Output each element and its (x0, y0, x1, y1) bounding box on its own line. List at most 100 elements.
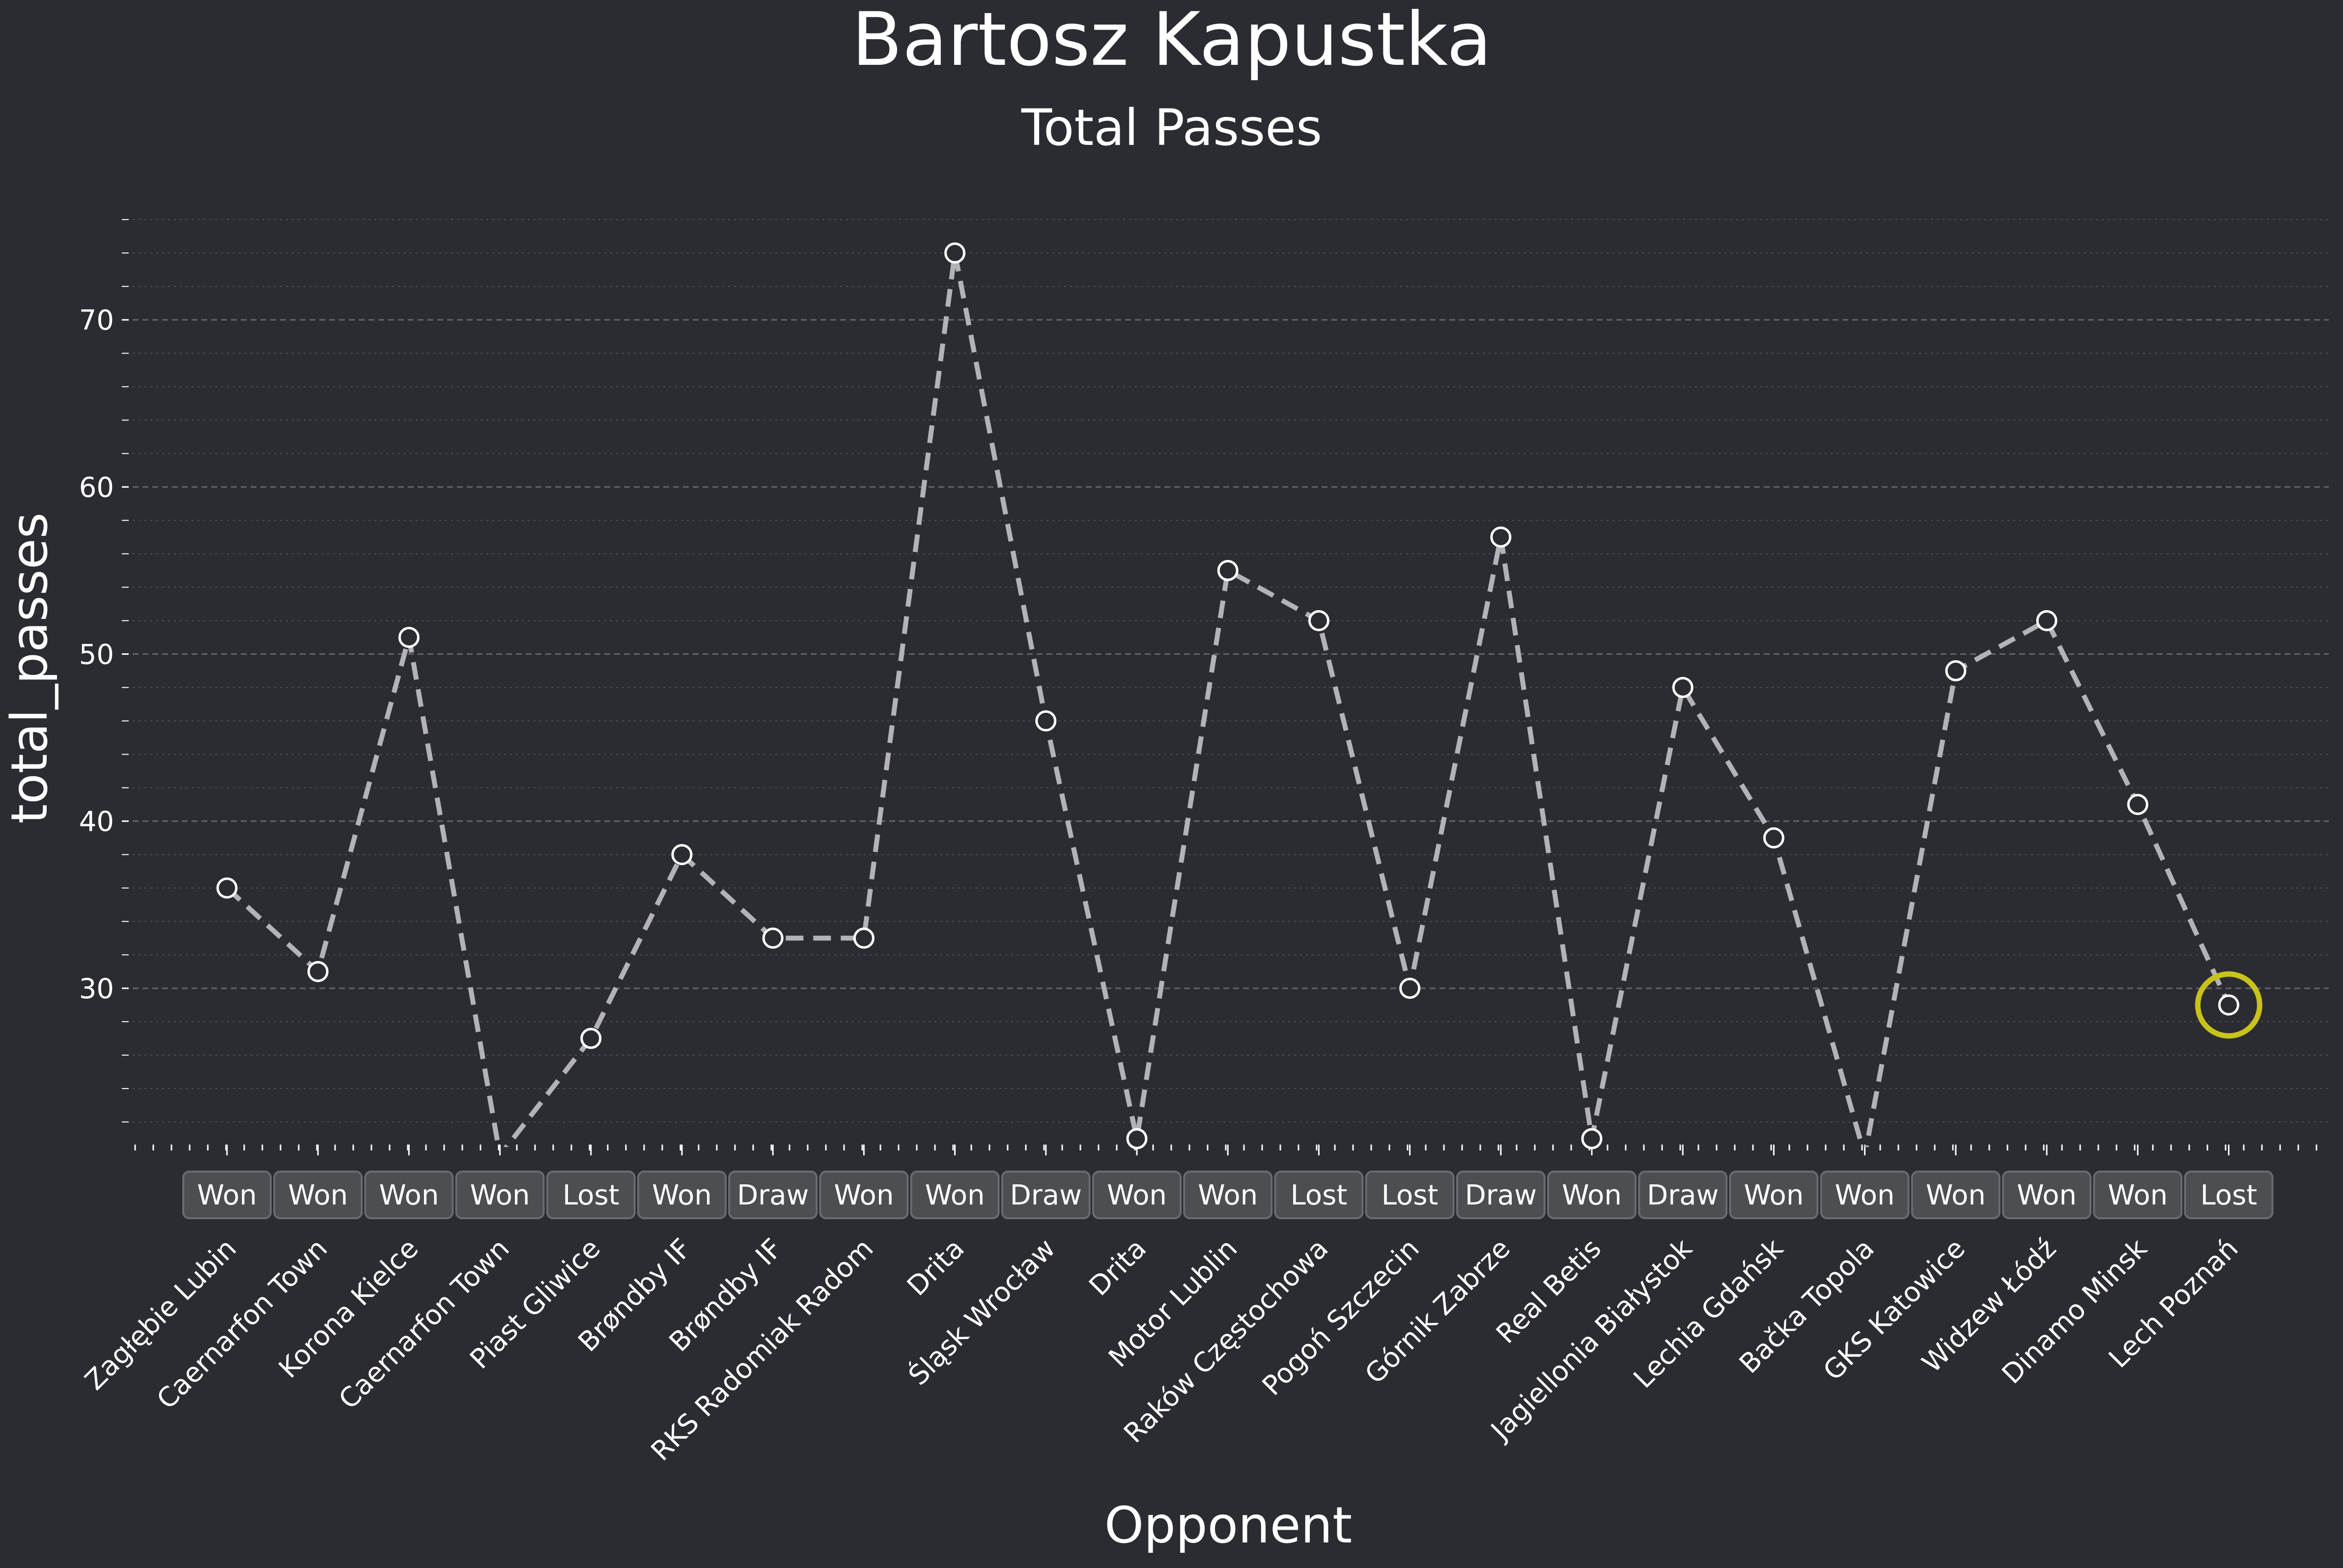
result-badge-box (1456, 1171, 1546, 1219)
data-point (216, 877, 238, 899)
result-badge-label: Won (1107, 1179, 1167, 1211)
data-point (1490, 526, 1512, 548)
result-badge-box (637, 1171, 727, 1219)
result-badge: Won (819, 1171, 909, 1219)
data-point (1217, 560, 1239, 581)
result-badge-label: Won (652, 1179, 712, 1211)
result-badge: Draw (1001, 1171, 1091, 1219)
result-badge: Won (910, 1171, 1000, 1219)
data-point (2036, 610, 2058, 631)
result-badge-box (546, 1171, 636, 1219)
data-point (1399, 978, 1421, 999)
x-axis-ticks (134, 1145, 2317, 1155)
result-badge-box (182, 1171, 272, 1219)
result-badge-label: Lost (563, 1179, 620, 1211)
result-badge: Won (2002, 1171, 2091, 1219)
data-point (671, 844, 693, 866)
result-badge: Won (455, 1171, 545, 1219)
result-badge-box (2184, 1171, 2274, 1219)
chart-subtitle: Total Passes (1021, 99, 1322, 157)
y-tick-label: 70 (79, 305, 114, 336)
y-tick-label: 50 (79, 639, 114, 671)
result-badge: Won (1547, 1171, 1637, 1219)
grid (122, 219, 2329, 1122)
result-badge-label: Won (379, 1179, 439, 1211)
y-tick-label: 60 (79, 472, 114, 504)
data-point (1035, 710, 1057, 732)
result-badge-label: Lost (2201, 1179, 2258, 1211)
result-badge-label: Won (288, 1179, 348, 1211)
data-point (944, 242, 966, 264)
result-badge-label: Draw (737, 1179, 809, 1211)
result-badge: Draw (728, 1171, 818, 1219)
result-badge-label: Won (1744, 1179, 1804, 1211)
result-badge: Won (2093, 1171, 2183, 1219)
data-point (2127, 794, 2148, 815)
series-line (225, 251, 2231, 1147)
y-axis: 30 40 50 60 70 (79, 305, 114, 1005)
result-badge-label: Lost (1382, 1179, 1439, 1211)
data-point (307, 961, 329, 982)
result-badge-box (1001, 1171, 1091, 1219)
result-badge: Lost (1274, 1171, 1364, 1219)
data-point (1763, 827, 1784, 849)
data-point (853, 927, 875, 949)
result-badges: Won Won Won Won Lost Won Draw Won Won Draw Won Won L… (182, 1171, 2274, 1219)
result-badge: Won (364, 1171, 454, 1219)
result-badge: Draw (1456, 1171, 1546, 1219)
result-badge-label: Won (1562, 1179, 1622, 1211)
result-badge-label: Draw (1647, 1179, 1719, 1211)
result-badge-label: Won (1198, 1179, 1258, 1211)
data-point (1581, 1128, 1603, 1149)
result-badge-label: Won (2108, 1179, 2168, 1211)
result-badge: Won (182, 1171, 272, 1219)
data-point (580, 1028, 602, 1049)
result-badge: Won (1183, 1171, 1273, 1219)
result-badge-box (1729, 1171, 1819, 1219)
result-badge-box (819, 1171, 909, 1219)
result-badge-label: Won (2017, 1179, 2077, 1211)
series-total-passes (216, 242, 2262, 1149)
result-badge-label: Won (470, 1179, 530, 1211)
result-badge-label: Won (1835, 1179, 1895, 1211)
data-point (1126, 1128, 1148, 1149)
result-badge: Won (273, 1171, 363, 1219)
data-point (1945, 660, 1967, 681)
data-point (1308, 610, 1329, 631)
result-badge: Lost (1365, 1171, 1455, 1219)
result-badge-box (1911, 1171, 2001, 1219)
result-badge: Won (1092, 1171, 1182, 1219)
result-badge: Won (1729, 1171, 1819, 1219)
y-tick-label: 30 (79, 973, 114, 1005)
data-point (398, 626, 420, 648)
result-badge: Lost (2184, 1171, 2274, 1219)
result-badge-box (2093, 1171, 2183, 1219)
result-badge-box (1638, 1171, 1728, 1219)
result-badge-box (1547, 1171, 1637, 1219)
result-badge-box (728, 1171, 818, 1219)
data-point (2218, 994, 2239, 1016)
result-badge: Lost (546, 1171, 636, 1219)
result-badge-label: Won (197, 1179, 257, 1211)
result-badge-label: Draw (1465, 1179, 1537, 1211)
result-badge: Won (637, 1171, 727, 1219)
result-badge: Draw (1638, 1171, 1728, 1219)
result-badge-box (364, 1171, 454, 1219)
result-badge-box (910, 1171, 1000, 1219)
result-badge-label: Lost (1291, 1179, 1348, 1211)
y-axis-label: total_passes (0, 512, 59, 824)
data-point (762, 927, 784, 949)
result-badge-box (2002, 1171, 2091, 1219)
data-point (1672, 677, 1694, 699)
result-badge-box (1820, 1171, 1910, 1219)
result-badge-label: Won (925, 1179, 985, 1211)
result-badge: Won (1911, 1171, 2001, 1219)
result-badge: Won (1820, 1171, 1910, 1219)
result-badge-box (1274, 1171, 1364, 1219)
x-axis-label: Opponent (1104, 1496, 1352, 1555)
result-badge-label: Won (834, 1179, 894, 1211)
chart-title: Bartosz Kapustka (852, 0, 1492, 83)
result-badge-box (1092, 1171, 1182, 1219)
